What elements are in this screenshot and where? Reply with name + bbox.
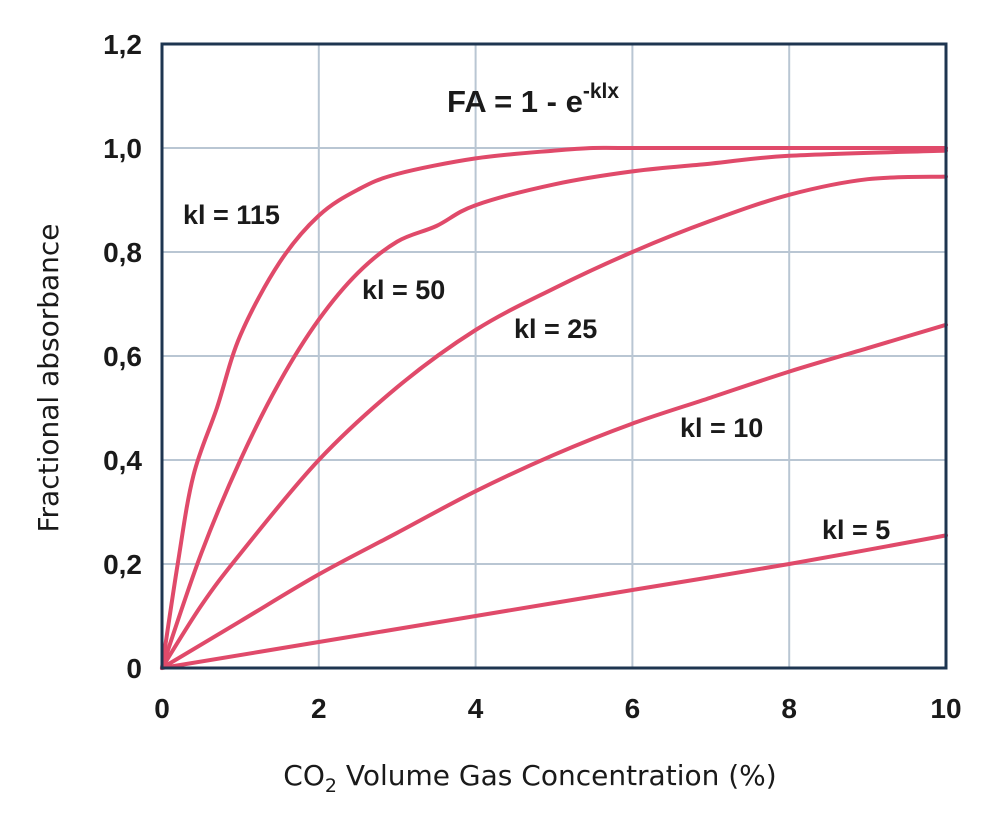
x-tick-label: 8 [781,693,797,724]
formula: FA = 1 - e-klx [447,80,619,119]
x-tick-label: 10 [930,693,961,724]
x-tick-label: 0 [154,693,170,724]
y-tick-label: 1,0 [103,133,142,164]
series-line-3 [160,174,948,670]
formula-base: FA = 1 - e [447,84,583,119]
x-axis-label: CO2 Volume Gas Concentration (%) [283,759,776,797]
series-line-2 [160,148,948,670]
plot-frame [160,42,948,670]
series-label-kl-25: kl = 25 [514,314,597,344]
series-label-kl-5: kl = 5 [822,515,890,545]
x-axis-label-subscript: 2 [325,775,337,797]
x-tick-label: 6 [625,693,641,724]
y-tick-labels: 0 0,2 0,4 0,6 0,8 1,0 1,2 [103,29,142,684]
y-tick-label: 0 [126,653,142,684]
formula-exponent: -klx [583,80,620,103]
y-tick-label: 0,8 [103,237,142,268]
series-line-4 [160,322,948,670]
series-line-5 [160,533,948,670]
series-line-1 [160,145,948,670]
series-label-kl-115: kl = 115 [183,200,280,230]
x-axis-label-suffix: Volume Gas Concentration (%) [337,759,777,792]
y-tick-label: 0,4 [103,445,142,476]
data-series [160,145,948,670]
x-tick-labels: 0 2 4 6 8 10 [154,693,961,724]
y-tick-label: 0,2 [103,549,142,580]
series-label-kl-50: kl = 50 [362,275,445,305]
x-tick-label: 4 [468,693,484,724]
y-axis-label: Fractional absorbance [32,223,65,532]
x-axis-label-prefix: CO [283,759,325,792]
x-tick-label: 2 [311,693,327,724]
grid-lines [162,44,946,668]
y-tick-label: 1,2 [103,29,142,60]
y-tick-label: 0,6 [103,341,142,372]
series-label-kl-10: kl = 10 [680,413,763,443]
